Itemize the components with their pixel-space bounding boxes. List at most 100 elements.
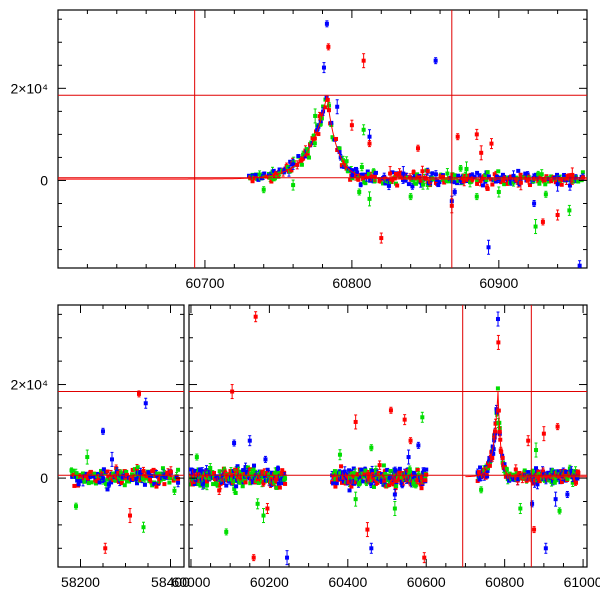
top-point-red [549, 179, 554, 184]
bottom-point-red [365, 527, 370, 532]
bottom-point-blue [176, 480, 181, 485]
bottom-point-blue [478, 465, 483, 470]
top-point-red [348, 177, 353, 182]
bottom-point-blue [142, 482, 147, 487]
top-point-red [505, 181, 510, 186]
bottom-point-green [150, 483, 155, 488]
bottom-point-red [387, 483, 392, 488]
bottom-point-green [369, 478, 374, 483]
top-point-blue [390, 170, 395, 175]
top-point-blue [472, 175, 477, 180]
top-point-blue [365, 169, 370, 174]
bottom-point-green [413, 483, 418, 488]
bottom-point-green [160, 466, 165, 471]
bottom-point-green [420, 415, 425, 420]
top-xtick-label: 60800 [332, 275, 371, 291]
top-point-red [316, 132, 321, 137]
bottom-point-red [423, 478, 428, 483]
top-point-blue [516, 168, 521, 173]
top-point-red [419, 178, 424, 183]
bottom-point-blue [90, 474, 95, 479]
top-point-red [565, 176, 570, 181]
bottom-point-blue [359, 467, 364, 472]
top-point-green [533, 224, 538, 229]
bottom-point-blue [495, 317, 500, 322]
bottom-point-green [85, 455, 90, 460]
bottom-point-red [415, 468, 420, 473]
bottom-point-blue [565, 492, 570, 497]
bottom-point-green [251, 467, 256, 472]
bottom-point-red [176, 476, 181, 481]
bottom-point-red [537, 479, 542, 484]
bottom-point-red [128, 513, 132, 518]
top-point-blue [532, 201, 537, 206]
bottom-point-green [74, 504, 78, 509]
top-point-blue [477, 173, 482, 178]
bottom-point-green [124, 479, 129, 484]
bottom-point-blue [421, 469, 426, 474]
bottom-point-green [140, 476, 145, 481]
bottom-point-green [132, 467, 137, 472]
bottom-point-blue [106, 482, 111, 487]
top-point-red [570, 172, 575, 177]
bottom-point-blue [485, 468, 490, 473]
top-point-red [319, 112, 324, 117]
bottom-point-red [137, 391, 141, 396]
top-point-blue [486, 245, 491, 250]
bottom-point-red [362, 471, 367, 476]
top-point-blue [486, 174, 491, 179]
bottom-point-blue [507, 478, 512, 483]
bottom-point-blue [406, 455, 411, 460]
bottom-point-red [513, 467, 518, 472]
bottom-point-green [479, 487, 484, 492]
bottom-point-blue [553, 497, 558, 502]
bottom-point-red [141, 468, 146, 473]
top-point-green [311, 133, 316, 138]
top-point-red [274, 171, 279, 176]
bottom-point-blue [543, 546, 548, 551]
bottom-point-green [522, 468, 527, 473]
top-point-blue [430, 171, 435, 176]
top-point-red [479, 150, 484, 155]
top-point-blue [436, 183, 441, 188]
top-point-red [513, 178, 518, 183]
top-point-red [392, 176, 397, 181]
bottom-point-blue [241, 468, 246, 473]
bottom-point-red [339, 464, 344, 469]
bottom-point-red [349, 484, 354, 489]
bottom-point-blue [269, 470, 274, 475]
bottom-point-blue [192, 481, 197, 486]
top-point-green [474, 194, 479, 199]
bottom-point-red [419, 486, 424, 491]
top-point-red [305, 153, 310, 158]
bottom-point-blue [101, 467, 106, 472]
bottom-point-blue [397, 466, 402, 471]
bottom-point-blue [392, 492, 397, 497]
bottom-point-blue [341, 479, 346, 484]
bottom-point-green [88, 472, 93, 477]
top-point-green [330, 135, 335, 140]
bottom-point-green [504, 467, 509, 472]
bottom-point-red [204, 479, 209, 484]
bottom-point-green [105, 477, 110, 482]
top-point-red [460, 176, 465, 181]
bottom-point-blue [276, 481, 281, 486]
bottom-point-red [576, 470, 581, 475]
bottom-point-red [157, 477, 162, 482]
bottom-point-red [253, 314, 258, 319]
top-point-blue [410, 184, 415, 189]
bottom-point-red [574, 480, 579, 485]
top-point-red [326, 44, 331, 49]
top-point-blue [271, 168, 276, 173]
bottom-point-blue [110, 457, 114, 462]
bottom-point-green [217, 469, 222, 474]
bottom-point-red [88, 469, 93, 474]
bottom-point-red [394, 478, 399, 483]
bottom-point-green [119, 471, 124, 476]
top-point-red [356, 177, 361, 182]
top-point-red [509, 174, 514, 179]
top-point-blue [351, 171, 356, 176]
bottom-point-red [103, 546, 108, 551]
top-point-red [560, 178, 565, 183]
top-point-blue [452, 189, 457, 194]
